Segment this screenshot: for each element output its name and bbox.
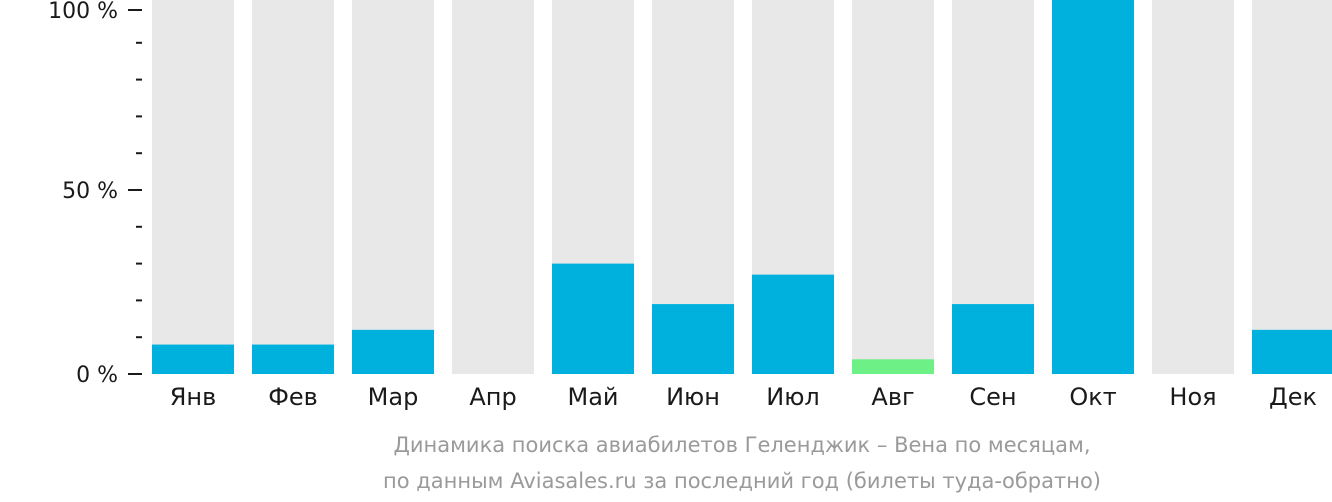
y-tick-label: 100 % <box>48 0 118 24</box>
bar-6 <box>652 304 734 374</box>
x-tick-label: Июн <box>666 383 720 411</box>
bar-2 <box>252 344 334 374</box>
x-tick-label: Ноя <box>1169 383 1216 411</box>
bar-1 <box>152 344 234 374</box>
bar-12 <box>1252 329 1332 374</box>
x-tick-label: Май <box>567 383 618 411</box>
y-tick-label: 50 % <box>62 179 118 204</box>
bar-7 <box>752 274 834 374</box>
x-tick-label: Апр <box>469 383 516 411</box>
x-tick-label: Авг <box>871 383 914 411</box>
bar-9 <box>952 304 1034 374</box>
background-bar-11 <box>1152 0 1234 374</box>
x-tick-label: Фев <box>268 383 318 411</box>
chart-caption-line-1: Динамика поиска авиабилетов Геленджик – … <box>393 433 1090 457</box>
x-tick-label: Сен <box>969 383 1016 411</box>
data-bars <box>152 0 1332 374</box>
bar-3 <box>352 329 434 374</box>
y-tick-label: 0 % <box>76 363 118 388</box>
x-tick-label: Окт <box>1069 383 1116 411</box>
background-bars <box>152 0 1332 374</box>
bar-10 <box>1052 0 1134 374</box>
background-bar-12 <box>1252 0 1332 374</box>
x-tick-label: Июл <box>766 383 820 411</box>
background-bar-8 <box>852 0 934 374</box>
chart-caption-line-2: по данным Aviasales.ru за последний год … <box>383 469 1101 493</box>
background-bar-4 <box>452 0 534 374</box>
background-bar-2 <box>252 0 334 374</box>
background-bar-1 <box>152 0 234 374</box>
x-tick-label: Дек <box>1269 383 1317 411</box>
background-bar-3 <box>352 0 434 374</box>
bar-8 <box>852 359 934 374</box>
y-axis: 100 % 50 % 0 % <box>48 0 142 388</box>
x-axis-labels: Янв Фев Мар Апр Май Июн Июл Авг Сен Окт Ноя Дек <box>170 383 1317 411</box>
x-tick-label: Янв <box>170 383 217 411</box>
bar-5 <box>552 263 634 374</box>
x-tick-label: Мар <box>368 383 419 411</box>
